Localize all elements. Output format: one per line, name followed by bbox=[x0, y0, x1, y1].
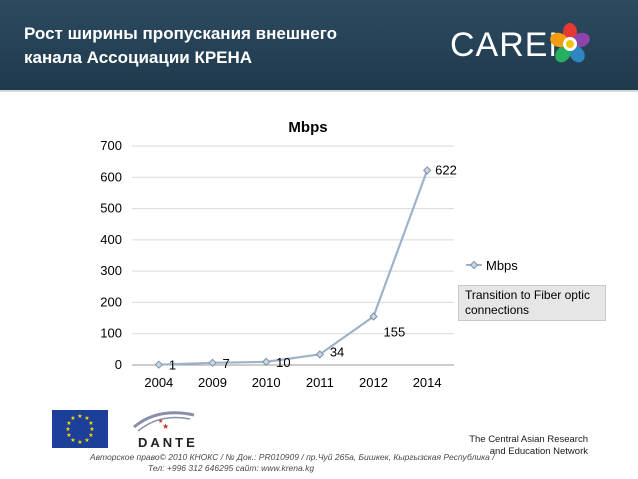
y-tick-label: 200 bbox=[100, 294, 122, 309]
svg-text:★: ★ bbox=[158, 418, 163, 425]
svg-text:★: ★ bbox=[88, 432, 93, 439]
y-tick-label: 400 bbox=[100, 232, 122, 247]
svg-text:★: ★ bbox=[77, 439, 82, 446]
slide-header: Рост ширины пропускания внешнего канала … bbox=[0, 0, 638, 92]
x-tick-label: 2012 bbox=[359, 375, 388, 390]
data-point bbox=[369, 312, 378, 321]
chart-gridlines bbox=[132, 145, 454, 366]
chart-title: Mbps bbox=[288, 119, 327, 136]
y-tick-label: 500 bbox=[100, 201, 122, 216]
x-tick-label: 2009 bbox=[198, 375, 227, 390]
slide-title: Рост ширины пропускания внешнего канала … bbox=[24, 22, 404, 70]
dante-logo: ★ ★ DANTE bbox=[128, 405, 208, 451]
caren-logo: CAREN bbox=[450, 20, 600, 70]
y-tick-label: 0 bbox=[115, 357, 122, 372]
data-label: 10 bbox=[276, 355, 290, 370]
data-label: 7 bbox=[223, 356, 230, 371]
caren-flower-icon bbox=[550, 23, 590, 63]
svg-text:★: ★ bbox=[65, 426, 70, 433]
data-point bbox=[315, 350, 325, 359]
dante-label: DANTE bbox=[138, 435, 198, 450]
series-mbps bbox=[158, 170, 429, 366]
svg-text:★: ★ bbox=[84, 437, 89, 444]
data-point bbox=[154, 360, 164, 369]
network-line-2: and Education Network bbox=[489, 446, 588, 457]
data-label: 622 bbox=[435, 162, 457, 177]
data-label: 155 bbox=[384, 325, 406, 340]
series-mbps-points bbox=[154, 166, 432, 369]
svg-text:★: ★ bbox=[88, 420, 93, 427]
legend-swatch-marker bbox=[469, 260, 479, 270]
eu-flag-icon: ★ ★ ★ ★ ★ ★ ★ ★ ★ ★ ★ ★ bbox=[52, 410, 108, 448]
series-mbps-line bbox=[158, 170, 429, 366]
svg-text:★: ★ bbox=[66, 432, 71, 439]
y-tick-label: 100 bbox=[100, 326, 122, 341]
x-tick-label: 2014 bbox=[413, 375, 442, 390]
copyright-notice: Авторское право© 2010 КНОКС / № Док.: PR… bbox=[90, 452, 510, 474]
legend-label: Mbps bbox=[486, 258, 518, 273]
svg-text:★: ★ bbox=[162, 422, 169, 431]
svg-text:★: ★ bbox=[70, 415, 75, 422]
y-tick-label: 600 bbox=[100, 169, 122, 184]
data-point bbox=[422, 166, 432, 175]
chart-legend: Mbps bbox=[466, 258, 518, 273]
y-tick-label: 300 bbox=[100, 263, 122, 278]
data-label: 1 bbox=[169, 358, 176, 373]
caren-logo-text: CAREN bbox=[450, 26, 575, 64]
slide-title-line-1: Рост ширины пропускания внешнего bbox=[24, 24, 337, 43]
y-axis-ticks: 0 100 200 300 400 500 600 700 bbox=[100, 138, 122, 372]
fiber-transition-annotation: Transition to Fiber optic connections bbox=[458, 285, 606, 321]
copyright-line-2: Тел: +996 312 646295 сайт: www.krena.kg bbox=[148, 463, 315, 473]
network-line-1: The Central Asian Research bbox=[469, 434, 588, 445]
x-tick-label: 2004 bbox=[144, 375, 173, 390]
x-tick-label: 2010 bbox=[252, 375, 281, 390]
data-point bbox=[261, 357, 271, 367]
data-point bbox=[208, 358, 217, 368]
caren-network-name: The Central Asian Research and Education… bbox=[440, 434, 588, 458]
slide-title-line-2: канала Ассоциации КРЕНА bbox=[24, 48, 253, 67]
x-axis-ticks: 2004 2009 2010 2011 2012 2014 bbox=[144, 375, 441, 390]
data-label: 34 bbox=[330, 344, 344, 359]
svg-text:★: ★ bbox=[89, 426, 94, 433]
copyright-line-1: Авторское право© 2010 КНОКС / № Док.: PR… bbox=[90, 452, 495, 462]
svg-text:★: ★ bbox=[84, 415, 89, 422]
svg-text:★: ★ bbox=[66, 420, 71, 427]
bandwidth-chart: Mbps 0 100 200 300 400 500 600 700 2004 2009 2010… bbox=[100, 119, 518, 390]
data-labels: 1 7 10 34 155 622 bbox=[169, 162, 457, 372]
svg-text:★: ★ bbox=[70, 437, 75, 444]
x-tick-label: 2011 bbox=[306, 375, 334, 390]
dante-swoosh-icon: ★ ★ bbox=[133, 411, 195, 432]
svg-text:★: ★ bbox=[77, 413, 82, 420]
y-tick-label: 700 bbox=[100, 138, 122, 153]
